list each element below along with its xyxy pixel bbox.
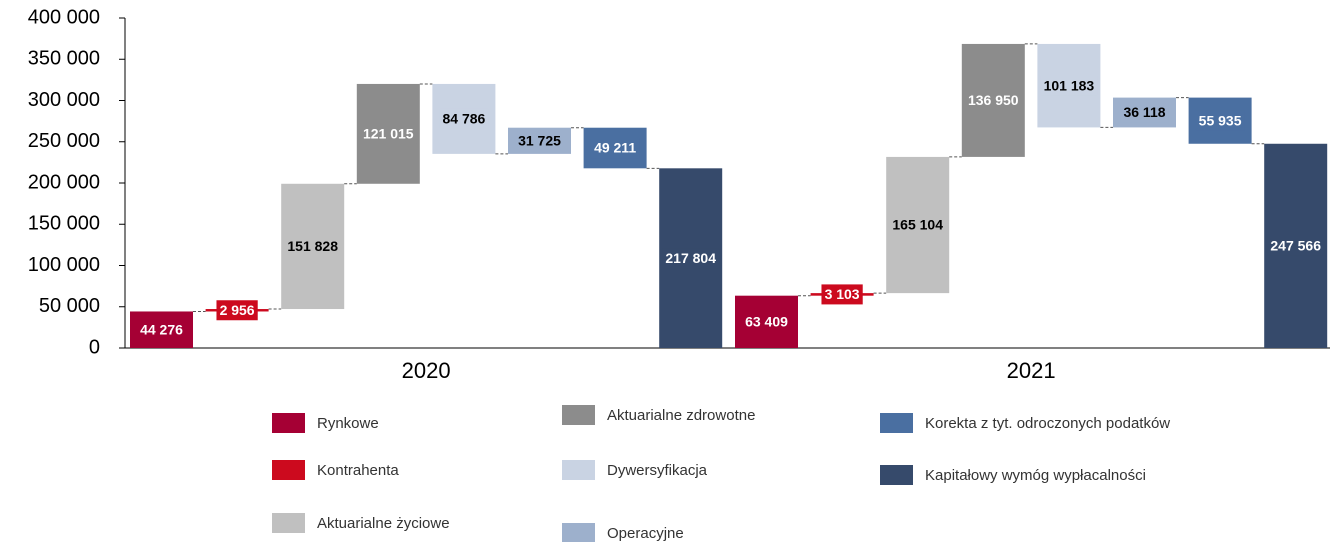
legend-swatch [272,413,305,433]
legend-swatch [562,523,595,542]
value-label-box [359,123,417,144]
value-label: 49 211 [594,140,636,156]
legend-label: Dywersyfikacja [607,462,708,479]
y-tick-label: 350 000 [28,48,100,70]
y-tick-label: 300 000 [28,89,100,111]
value-label: 63 409 [745,314,788,330]
value-label: 2 956 [220,302,255,318]
value-label-box [1120,102,1169,123]
value-label: 31 725 [518,133,561,149]
value-label-box [662,248,720,269]
legend-swatch [562,460,595,480]
value-label-box [821,284,863,305]
value-label: 165 104 [892,217,943,233]
value-label-box [1267,235,1325,256]
value-label: 247 566 [1270,238,1321,254]
value-label-box [136,319,187,340]
y-tick-label: 200 000 [28,171,100,193]
legend-label: Aktuarialne zdrowotne [607,407,755,424]
y-tick-label: 150 000 [28,213,100,235]
value-label-box [741,311,792,332]
legend-label: Kontrahenta [317,462,399,479]
legend-swatch [562,405,595,425]
value-label: 101 183 [1044,77,1095,93]
value-label-box [284,236,342,257]
legend-label: Rynkowe [317,415,379,432]
legend-swatch [272,460,305,480]
y-tick-label: 100 000 [28,254,100,276]
legend-label: Operacyjne [607,525,684,542]
value-label: 44 276 [140,321,183,337]
y-tick-label: 400 000 [28,6,100,28]
y-tick-label: 50 000 [39,295,100,317]
value-label: 217 804 [665,250,716,266]
y-tick-label: 250 000 [28,130,100,152]
value-label-box [439,108,489,129]
y-tick-label: 0 [89,336,100,358]
value-label-box [1040,75,1098,96]
value-label: 3 103 [825,286,860,302]
value-label-box [964,90,1022,111]
x-tick-label: 2020 [402,358,451,383]
legend-swatch [880,413,913,433]
value-label-box [514,130,565,151]
value-label: 121 015 [363,126,414,142]
value-label-box [1195,110,1245,131]
legend-swatch [880,465,913,485]
legend-label: Korekta z tyt. odroczonych podatków [925,415,1170,432]
value-label-box [590,138,640,159]
value-label: 55 935 [1199,112,1242,128]
x-tick-label: 2021 [1007,358,1056,383]
value-label: 84 786 [442,111,485,127]
value-label: 36 118 [1123,104,1165,120]
value-label-box [216,300,258,321]
legend-swatch [272,513,305,533]
value-label: 151 828 [287,238,338,254]
legend-label: Aktuarialne życiowe [317,515,450,532]
legend-label: Kapitałowy wymóg wypłacalności [925,467,1146,484]
value-label: 136 950 [968,92,1019,108]
value-label-box [889,215,947,236]
